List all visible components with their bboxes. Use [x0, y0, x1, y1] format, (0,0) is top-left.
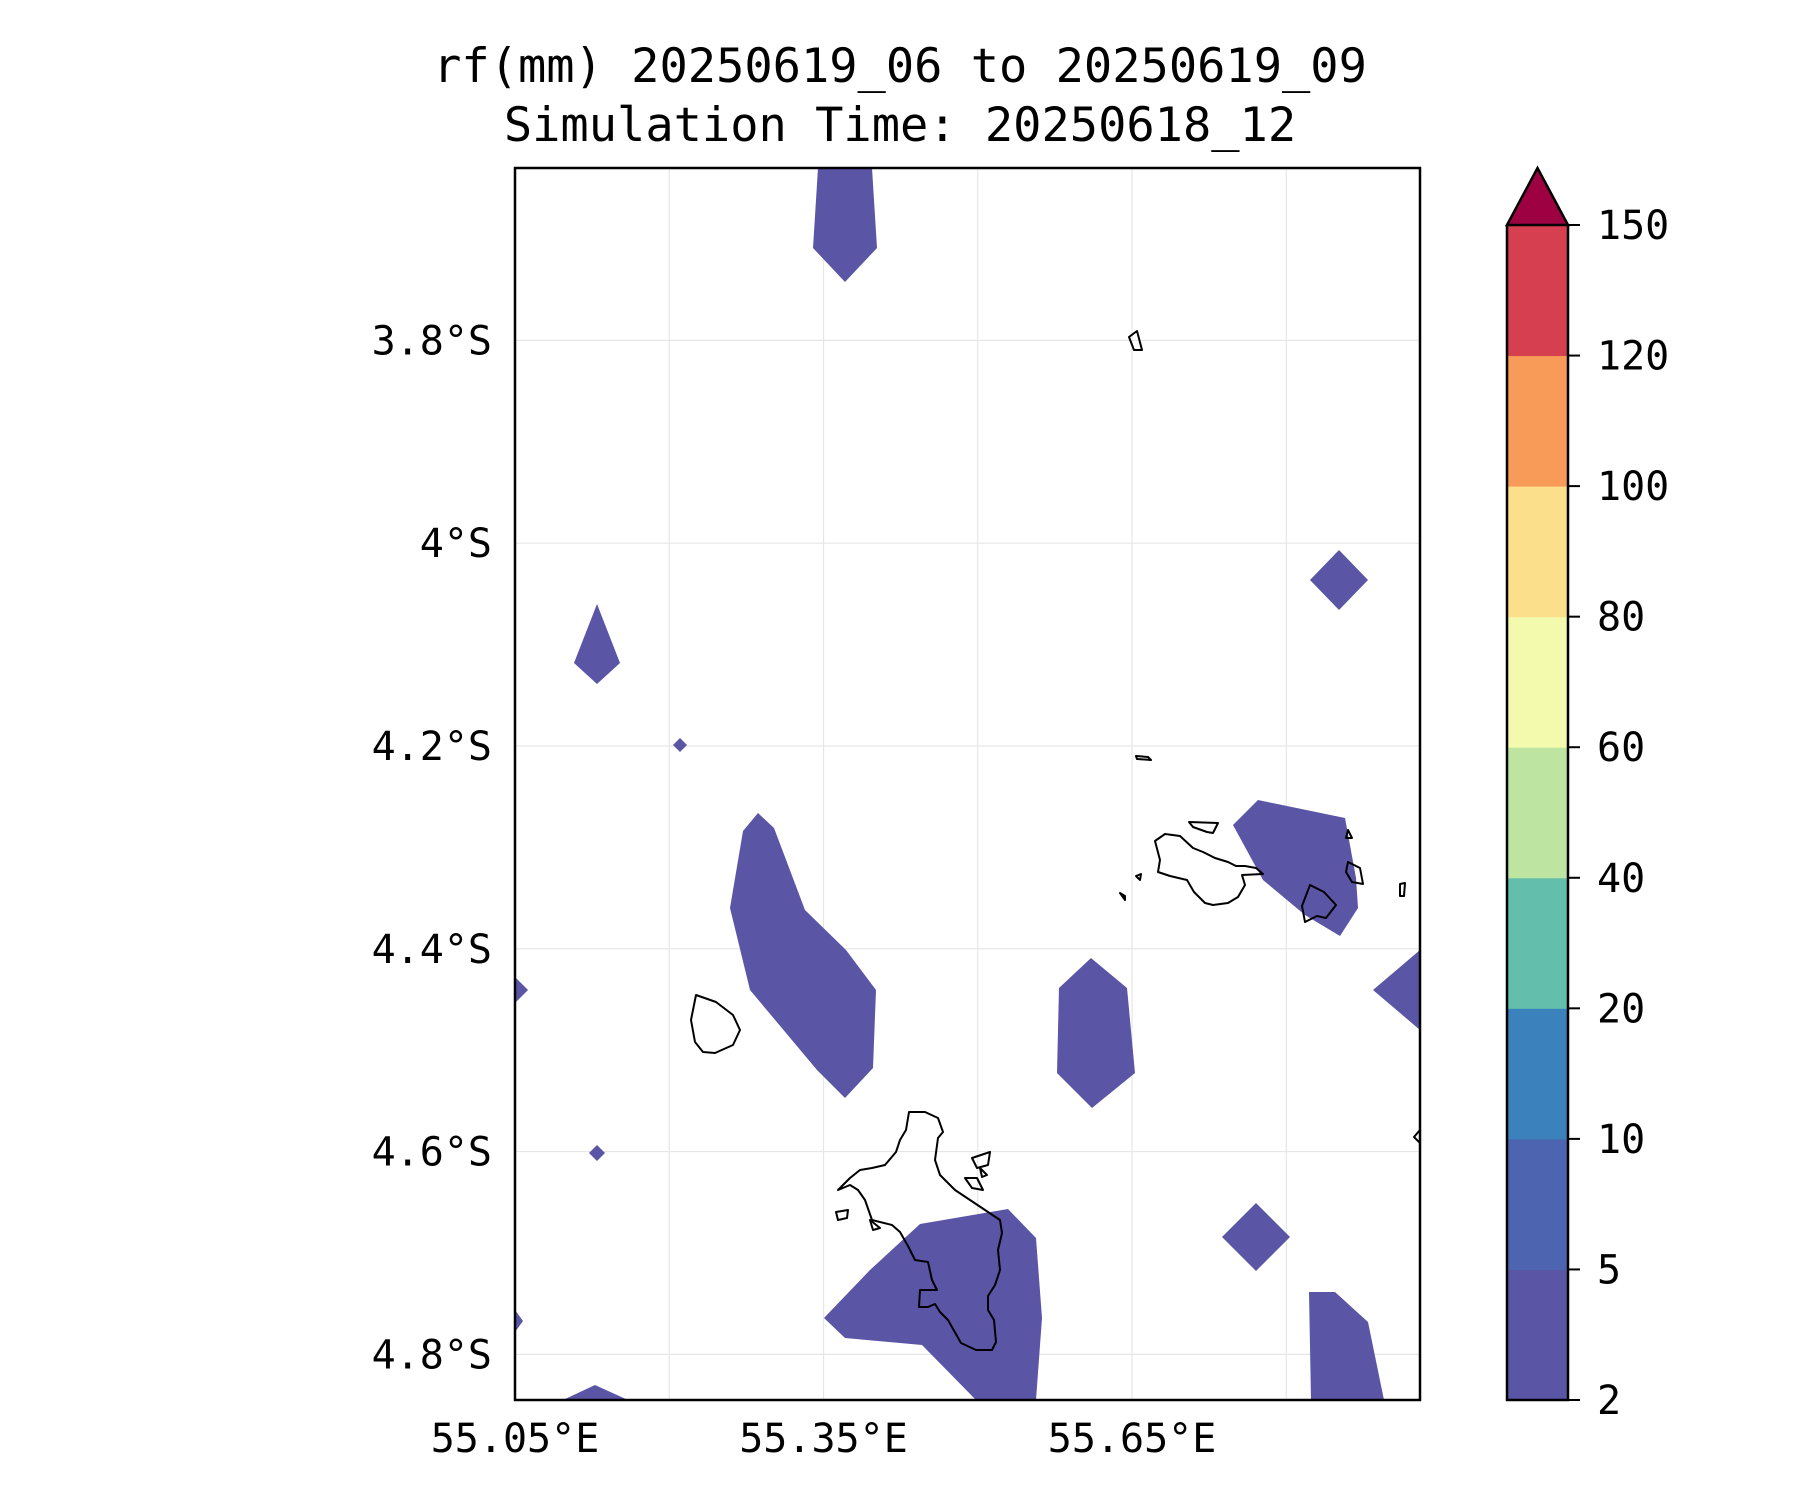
colorbar-tick-label: 5: [1597, 1247, 1621, 1293]
latitude-tick-labels: 3.8°S 4°S 4.2°S 4.4°S 4.6°S 4.8°S: [372, 318, 492, 1378]
coastline-denis-island: [1128, 330, 1143, 351]
coastline-small-islet: [964, 1177, 984, 1191]
coastline-mahe: [837, 1111, 1003, 1351]
rain-cell: [574, 604, 620, 684]
lat-tick-label: 4.6°S: [372, 1130, 492, 1176]
colorbar-bin: [1507, 616, 1568, 748]
colorbar-bin: [1507, 225, 1568, 357]
lat-tick-label: 3.8°S: [372, 318, 492, 364]
lat-tick-label: 4°S: [420, 521, 492, 567]
rainfall-contours: [515, 168, 1420, 1400]
coastline-conception: [869, 1219, 881, 1231]
plot-title: rf(mm) 20250619_06 to 20250619_09: [433, 39, 1367, 94]
colorbar-tick-label: 100: [1597, 464, 1669, 510]
colorbar-tick-label: 60: [1597, 725, 1645, 771]
colorbar-tick-label: 2: [1597, 1378, 1621, 1424]
lon-tick-label: 55.05°E: [431, 1416, 600, 1462]
colorbar-bin: [1507, 747, 1568, 879]
rain-cell: [1057, 958, 1135, 1108]
colorbar-bin: [1507, 1138, 1568, 1270]
colorbar-tick-label: 10: [1597, 1117, 1645, 1163]
colorbar-extend-arrow: [1504, 165, 1571, 227]
coastline-small-islet: [1345, 829, 1353, 839]
colorbar: 2 5 10 20 40 60 80 100 120 150: [1504, 165, 1669, 1424]
rain-cell: [1233, 800, 1358, 936]
coastline-la-digue: [1301, 884, 1337, 923]
coastline-bird-island-islet: [1135, 755, 1152, 761]
colorbar-bin: [1507, 1008, 1568, 1140]
colorbar-frame: [1505, 225, 1570, 1402]
coastline-silhouette: [690, 994, 741, 1054]
coastline-small-islet: [979, 1167, 988, 1178]
map-gridlines: [515, 168, 1420, 1400]
lat-tick-label: 4.8°S: [372, 1332, 492, 1378]
lon-tick-label: 55.35°E: [739, 1416, 908, 1462]
coastline-marianne: [1399, 882, 1406, 897]
map-axes-frame: [513, 166, 1422, 1402]
rain-cell: [1309, 1292, 1384, 1400]
coastline-therese: [835, 1209, 849, 1221]
colorbar-bin: [1507, 355, 1568, 487]
rain-cell: [515, 977, 528, 1003]
colorbar-tick-label: 80: [1597, 595, 1645, 641]
plot-subtitle: Simulation Time: 20250618_12: [503, 98, 1297, 153]
lon-tick-label: 55.65°E: [1048, 1416, 1217, 1462]
colorbar-tick-label: 150: [1597, 203, 1669, 249]
rain-cell: [1373, 950, 1420, 1030]
coastline-felicite: [1345, 861, 1364, 885]
rain-cell: [730, 813, 876, 1098]
rain-cell: [673, 738, 687, 752]
rain-cell: [1222, 1203, 1290, 1271]
rain-cell: [1310, 550, 1368, 610]
rain-cell: [515, 1310, 523, 1332]
longitude-tick-labels: 55.05°E 55.35°E 55.65°E: [431, 1416, 1217, 1462]
coastline-curieuse: [1188, 821, 1219, 834]
rain-cell: [589, 1145, 605, 1161]
colorbar-bin: [1507, 1269, 1568, 1401]
lat-tick-label: 4.2°S: [372, 724, 492, 770]
colorbar-tick-label: 20: [1597, 986, 1645, 1032]
colorbar-tick-label: 40: [1597, 856, 1645, 902]
rain-cell: [813, 168, 877, 282]
colorbar-tick-label: 120: [1597, 334, 1669, 380]
rain-cell: [563, 1385, 628, 1400]
coastline-praslin: [1154, 833, 1264, 906]
coastlines: [690, 330, 1421, 1351]
coastline-small-islet: [1135, 873, 1142, 881]
lat-tick-label: 4.4°S: [372, 927, 492, 973]
colorbar-bin: [1507, 486, 1568, 618]
coastline-small-islet: [1119, 892, 1126, 901]
colorbar-bin: [1507, 877, 1568, 1009]
coastline-st-anne-island: [971, 1151, 991, 1169]
